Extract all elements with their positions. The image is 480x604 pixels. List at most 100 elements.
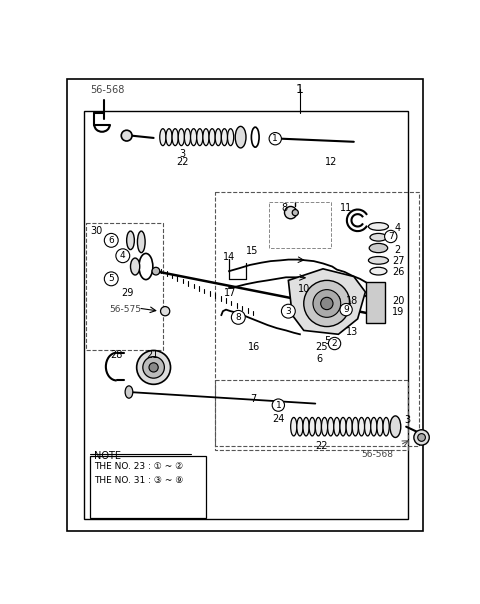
Text: 27: 27 (392, 255, 405, 266)
Text: 21: 21 (146, 350, 158, 359)
Ellipse shape (369, 223, 388, 230)
Text: THE NO. 31 : ③ ~ ⑨: THE NO. 31 : ③ ~ ⑨ (94, 476, 184, 485)
Text: 6: 6 (108, 236, 114, 245)
Circle shape (418, 434, 425, 442)
Ellipse shape (197, 129, 203, 146)
Ellipse shape (369, 243, 388, 252)
Text: 11: 11 (340, 204, 352, 213)
Text: 4: 4 (395, 223, 401, 233)
Circle shape (152, 268, 160, 275)
Circle shape (328, 338, 341, 350)
Text: 5: 5 (324, 336, 331, 346)
Text: 3: 3 (180, 149, 186, 159)
Circle shape (414, 430, 429, 445)
Circle shape (143, 356, 164, 378)
Text: 30: 30 (90, 226, 103, 237)
Ellipse shape (184, 129, 191, 146)
Bar (90, 456, 206, 518)
Ellipse shape (369, 257, 388, 264)
Ellipse shape (322, 417, 328, 436)
Text: 18: 18 (346, 296, 359, 306)
Ellipse shape (221, 129, 228, 146)
Ellipse shape (340, 417, 346, 436)
Ellipse shape (346, 417, 352, 436)
Ellipse shape (297, 417, 303, 436)
Text: 7: 7 (388, 232, 394, 241)
Ellipse shape (131, 258, 140, 275)
Text: 15: 15 (246, 246, 258, 255)
Ellipse shape (328, 417, 334, 436)
Ellipse shape (303, 417, 309, 436)
Ellipse shape (370, 233, 387, 241)
Ellipse shape (209, 129, 215, 146)
Text: 9: 9 (335, 296, 341, 306)
Text: 2: 2 (395, 245, 401, 255)
Ellipse shape (137, 231, 145, 252)
Text: 25: 25 (315, 342, 328, 352)
Text: THE NO. 23 : ① ~ ②: THE NO. 23 : ① ~ ② (94, 462, 183, 471)
Bar (215, 192, 419, 446)
Ellipse shape (127, 231, 134, 249)
Text: 8: 8 (235, 313, 241, 322)
Ellipse shape (370, 268, 387, 275)
Ellipse shape (371, 417, 377, 436)
Text: 2: 2 (332, 339, 337, 348)
Ellipse shape (178, 129, 184, 146)
Circle shape (281, 304, 295, 318)
Text: 12: 12 (324, 157, 337, 167)
Text: 3: 3 (286, 307, 291, 316)
Bar (215, 381, 408, 450)
Circle shape (149, 363, 158, 372)
Ellipse shape (166, 129, 172, 146)
Circle shape (321, 297, 333, 310)
Circle shape (137, 350, 170, 384)
Text: 26: 26 (392, 266, 405, 277)
Circle shape (231, 310, 245, 324)
Text: 13: 13 (346, 327, 359, 336)
Ellipse shape (383, 417, 389, 436)
Ellipse shape (235, 126, 246, 148)
Ellipse shape (390, 416, 401, 437)
Ellipse shape (292, 210, 299, 216)
Circle shape (104, 272, 118, 286)
Text: 17: 17 (225, 288, 237, 298)
Text: 10: 10 (299, 284, 311, 294)
Ellipse shape (309, 417, 315, 436)
Bar (269, 202, 331, 248)
Bar (84, 111, 408, 519)
Text: 1: 1 (272, 134, 278, 143)
Text: 19: 19 (392, 307, 405, 317)
Text: 1: 1 (296, 83, 304, 96)
Ellipse shape (191, 129, 197, 146)
Ellipse shape (359, 417, 365, 436)
Text: 22: 22 (315, 440, 328, 451)
Ellipse shape (334, 417, 340, 436)
Ellipse shape (377, 417, 383, 436)
Circle shape (340, 303, 352, 316)
Circle shape (313, 290, 341, 317)
Ellipse shape (365, 417, 371, 436)
Text: 29: 29 (121, 288, 133, 298)
Text: 3: 3 (405, 415, 411, 425)
Text: NOTE: NOTE (94, 451, 121, 461)
Text: 24: 24 (272, 414, 285, 423)
Ellipse shape (285, 207, 297, 219)
Text: 4: 4 (120, 251, 126, 260)
Ellipse shape (228, 129, 234, 146)
Ellipse shape (291, 417, 297, 436)
Text: 28: 28 (110, 350, 123, 359)
Text: 9: 9 (343, 305, 349, 314)
Circle shape (269, 132, 281, 145)
Text: 22: 22 (177, 157, 189, 167)
Ellipse shape (172, 129, 178, 146)
Text: 20: 20 (392, 296, 405, 306)
Text: 7: 7 (251, 394, 257, 404)
Bar (86, 223, 163, 350)
Text: 14: 14 (223, 252, 235, 262)
Circle shape (384, 230, 397, 243)
Circle shape (104, 233, 118, 247)
Ellipse shape (352, 417, 359, 436)
Text: 56-568: 56-568 (361, 450, 394, 459)
Polygon shape (366, 282, 384, 323)
Circle shape (160, 307, 170, 316)
